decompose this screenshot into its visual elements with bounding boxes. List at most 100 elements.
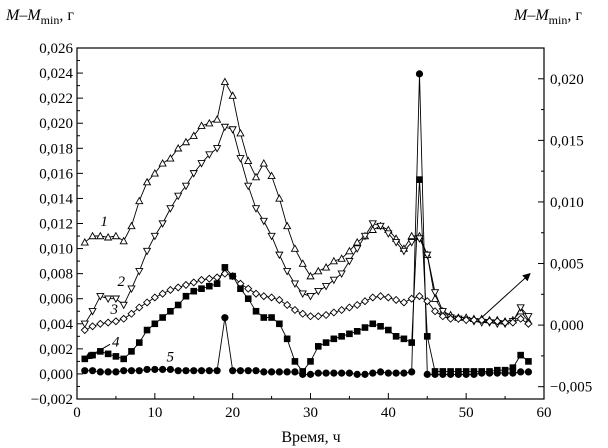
point-series-3 [111,317,120,326]
point-series-3 [345,303,354,312]
point-series-3 [314,312,323,321]
point-series-1 [337,254,346,262]
point-series-2 [158,220,167,228]
point-series-5 [447,370,455,378]
point-series-4 [135,339,143,346]
point-series-3 [407,294,416,303]
point-series-1 [158,159,167,167]
point-series-4 [97,348,104,355]
point-series-5 [260,368,268,376]
point-series-1 [314,266,323,275]
point-series-5 [400,369,408,377]
y-left-tick-label: 0,012 [39,217,73,233]
point-series-5 [322,369,330,377]
point-series-3 [283,300,292,310]
point-series-2 [399,247,409,256]
point-series-4 [525,358,532,365]
point-series-1 [88,231,97,240]
point-series-3 [150,293,159,302]
point-series-2 [205,151,214,159]
point-series-3 [96,319,105,328]
y-left-tick-label: 0,018 [39,141,73,157]
point-series-2 [259,217,268,226]
point-series-4 [353,328,361,335]
point-series-4 [291,358,299,365]
point-series-3 [477,315,486,325]
point-series-3 [88,322,97,331]
point-series-2 [430,289,440,297]
point-series-1 [174,143,183,152]
point-series-4 [276,320,283,328]
point-series-5 [205,367,213,375]
point-series-5 [369,369,377,377]
point-series-5 [166,365,174,374]
point-series-4 [81,355,89,363]
y-left-tick-label: 0,008 [39,267,73,283]
point-series-2 [321,283,331,291]
point-series-1 [135,196,144,205]
point-series-1 [142,177,152,186]
point-series-5 [392,369,400,377]
point-series-1 [430,294,440,302]
point-series-2 [103,295,113,304]
point-series-3 [462,315,471,325]
point-series-2 [391,239,401,247]
series-label-3: 3 [109,302,118,318]
point-series-3 [376,292,385,301]
point-series-4 [416,176,423,183]
point-series-4 [104,350,112,358]
series-line-5 [84,73,529,375]
point-series-3 [446,314,455,323]
series-lines [84,73,529,375]
point-series-2 [244,182,253,191]
point-series-4 [385,326,392,334]
y-left-tick-label: 0,016 [39,166,73,182]
y-axis-title-right: M–Mmin, г [513,7,582,27]
point-series-4 [198,285,205,292]
point-series-5 [120,367,128,375]
point-series-4 [151,320,159,328]
point-series-2 [314,288,323,296]
point-series-2 [438,308,447,316]
point-series-5 [408,368,416,376]
point-series-2 [228,126,237,134]
point-series-2 [174,192,183,201]
point-series-5 [182,367,190,375]
point-series-3 [329,308,338,317]
point-series-1 [80,237,89,246]
y-right-tick-label: 0,010 [550,195,584,211]
point-series-5 [81,367,89,375]
point-series-4 [400,335,408,343]
point-series-2 [150,232,159,241]
point-series-5 [345,369,354,377]
point-series-4 [252,307,260,315]
y-left-tick-label: 0,026 [39,41,73,57]
point-series-5 [361,370,369,378]
point-series-5 [244,367,252,375]
point-series-5 [439,370,447,378]
point-series-5 [291,368,299,376]
point-series-4 [338,333,345,340]
point-series-3 [119,314,128,323]
point-series-2 [298,290,307,299]
y-right-tick-label: −0,005 [550,380,592,396]
point-series-2 [111,295,121,304]
point-series-3 [259,292,268,301]
point-series-3 [220,269,229,278]
point-series-3 [244,284,253,293]
point-series-1 [259,159,268,167]
point-series-4 [330,335,338,343]
point-series-3 [306,312,315,321]
point-series-4 [260,314,268,321]
point-series-5 [96,368,104,376]
point-series-4 [143,326,151,334]
point-series-5 [197,367,206,375]
point-series-4 [244,295,252,303]
point-series-3 [508,318,517,327]
point-series-3 [399,298,408,307]
point-series-3 [524,319,533,328]
point-series-3 [438,312,447,321]
point-series-3 [80,326,89,335]
y-left-tick-label: 0,022 [39,91,73,107]
point-series-2 [88,308,97,316]
